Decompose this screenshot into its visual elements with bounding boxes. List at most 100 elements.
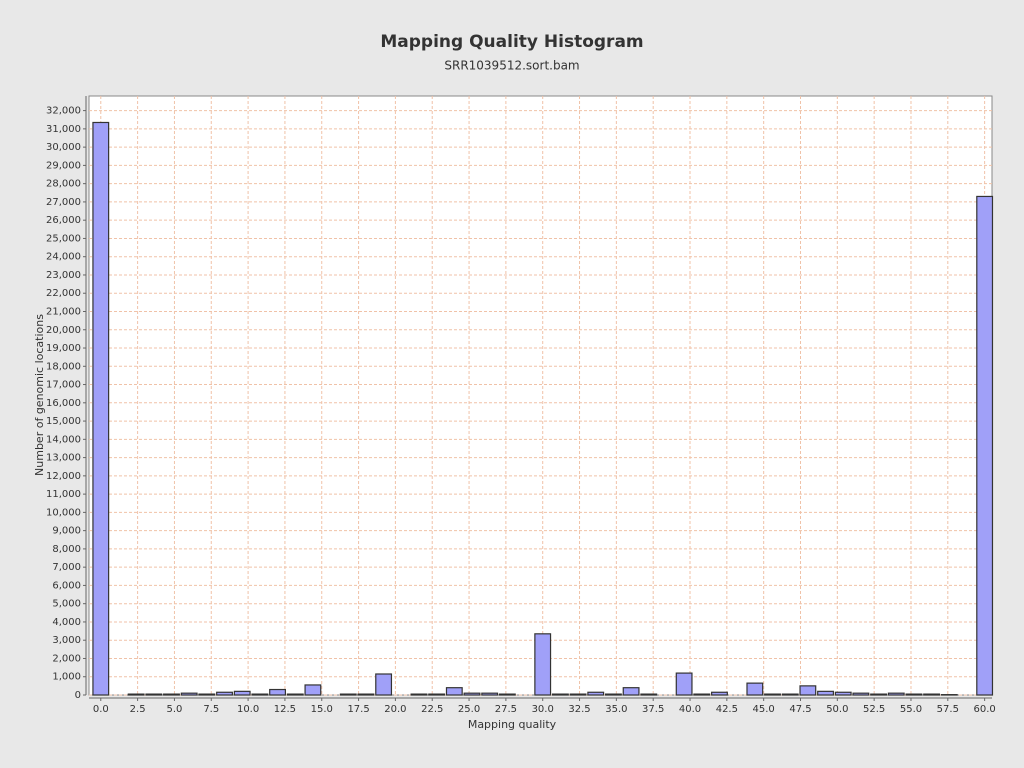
y-tick-label: 32,000: [46, 106, 81, 117]
y-tick-label: 16,000: [46, 398, 81, 409]
bar: [675, 672, 693, 696]
bar: [834, 691, 852, 696]
bar: [870, 693, 888, 696]
y-tick-label: 17,000: [46, 380, 81, 391]
y-tick-label: 3,000: [52, 635, 81, 646]
bar: [180, 692, 198, 696]
y-tick-label: 26,000: [46, 215, 81, 226]
bar: [693, 693, 711, 696]
bar: [339, 693, 357, 696]
y-tick-label: 1,000: [52, 672, 81, 683]
y-tick-label: 31,000: [46, 124, 81, 135]
y-tick-label: 20,000: [46, 325, 81, 336]
x-tick-label: 25.0: [458, 704, 480, 715]
bar: [163, 693, 180, 696]
y-tick-label: 13,000: [46, 453, 81, 464]
bar: [923, 693, 941, 696]
y-tick-label: 18,000: [46, 361, 81, 372]
plot-area: [88, 95, 993, 696]
chart-title: Mapping Quality Histogram: [380, 32, 643, 52]
bar: [534, 633, 552, 696]
x-tick-label: 2.5: [130, 704, 146, 715]
bar: [622, 687, 640, 696]
bar: [817, 690, 834, 696]
bar: [410, 693, 428, 696]
y-tick-label: 29,000: [46, 160, 81, 171]
x-tick-label: 10.0: [237, 704, 259, 715]
y-tick-label: 0: [75, 690, 81, 701]
y-tick-label: 30,000: [46, 142, 81, 153]
y-tick-label: 10,000: [46, 507, 81, 518]
bar: [463, 692, 481, 696]
x-tick-label: 30.0: [532, 704, 554, 715]
bar: [481, 692, 499, 696]
x-tick-label: 52.5: [863, 704, 885, 715]
y-tick-label: 19,000: [46, 343, 81, 354]
x-tick-label: 20.0: [384, 704, 406, 715]
bar: [852, 692, 870, 696]
x-tick-label: 12.5: [274, 704, 296, 715]
bar: [711, 691, 728, 696]
bar: [445, 687, 463, 696]
x-tick-label: 40.0: [679, 704, 701, 715]
x-tick-label: 22.5: [421, 704, 443, 715]
bar: [216, 691, 233, 696]
bar: [375, 673, 393, 696]
x-tick-label: 47.5: [789, 704, 811, 715]
bar: [976, 195, 994, 696]
chart-subtitle: SRR1039512.sort.bam: [444, 59, 579, 73]
x-tick-label: 32.5: [568, 704, 590, 715]
y-tick-label: 12,000: [46, 471, 81, 482]
bar: [127, 693, 145, 696]
y-tick-label: 2,000: [52, 653, 81, 664]
x-tick-label: 42.5: [716, 704, 738, 715]
y-tick-label: 25,000: [46, 233, 81, 244]
bar: [569, 693, 587, 696]
bar: [764, 693, 781, 696]
bar: [304, 684, 322, 696]
y-tick-label: 24,000: [46, 252, 81, 263]
x-tick-label: 45.0: [753, 704, 775, 715]
x-axis-label: Mapping quality: [468, 718, 557, 731]
x-tick-label: 55.0: [900, 704, 922, 715]
x-tick-label: 35.0: [605, 704, 627, 715]
bar: [551, 693, 569, 696]
y-tick-label: 21,000: [46, 306, 81, 317]
x-tick-label: 60.0: [974, 704, 996, 715]
bar: [233, 690, 251, 696]
bar: [286, 693, 304, 696]
x-tick-label: 37.5: [642, 704, 664, 715]
bar: [92, 121, 110, 696]
y-tick-label: 11,000: [46, 489, 81, 500]
bar: [145, 693, 163, 696]
bar: [746, 682, 764, 696]
y-tick-label: 9,000: [52, 526, 81, 537]
bar: [640, 693, 658, 696]
x-tick-label: 17.5: [347, 704, 369, 715]
bar: [198, 693, 216, 696]
bar: [357, 693, 375, 696]
y-axis-label: Number of genomic locations: [33, 314, 46, 476]
y-tick-label: 5,000: [52, 599, 81, 610]
x-tick-label: 5.0: [166, 704, 182, 715]
x-tick-label: 7.5: [203, 704, 219, 715]
y-tick-label: 28,000: [46, 179, 81, 190]
x-tick-label: 50.0: [826, 704, 848, 715]
bar: [269, 688, 286, 696]
x-tick-label: 57.5: [937, 704, 959, 715]
y-tick-label: 4,000: [52, 617, 81, 628]
bar: [428, 693, 446, 696]
bar: [781, 693, 799, 696]
y-tick-label: 14,000: [46, 434, 81, 445]
y-tick-label: 23,000: [46, 270, 81, 281]
y-tick-label: 6,000: [52, 580, 81, 591]
y-tick-label: 15,000: [46, 416, 81, 427]
x-tick-label: 27.5: [495, 704, 517, 715]
bar: [799, 685, 817, 696]
x-tick-label: 15.0: [311, 704, 333, 715]
y-tick-label: 7,000: [52, 562, 81, 573]
bar: [587, 691, 605, 696]
bar: [498, 693, 516, 696]
x-tick-label: 0.0: [93, 704, 109, 715]
